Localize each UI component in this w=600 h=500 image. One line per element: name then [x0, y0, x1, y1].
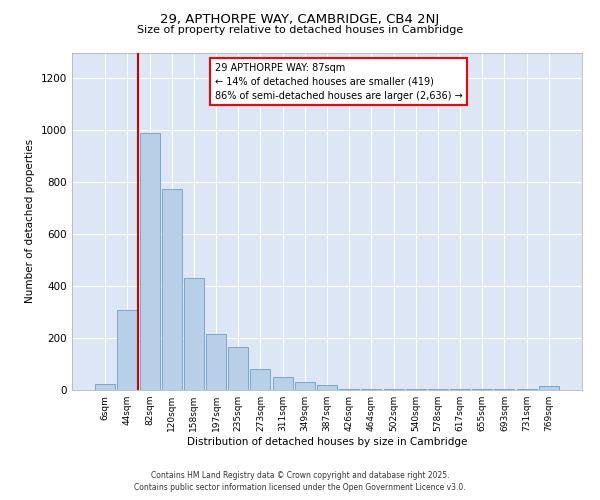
Bar: [428, 388, 448, 390]
X-axis label: Distribution of detached houses by size in Cambridge: Distribution of detached houses by size …: [187, 437, 467, 447]
Text: 29, APTHORPE WAY, CAMBRIDGE, CB4 2NJ: 29, APTHORPE WAY, CAMBRIDGE, CB4 2NJ: [160, 12, 440, 26]
Bar: [450, 388, 470, 390]
Bar: [539, 386, 559, 390]
Bar: [339, 388, 359, 390]
Text: Contains HM Land Registry data © Crown copyright and database right 2025.
Contai: Contains HM Land Registry data © Crown c…: [134, 471, 466, 492]
Bar: [95, 384, 115, 390]
Bar: [406, 388, 426, 390]
Bar: [317, 386, 337, 390]
Bar: [184, 278, 204, 390]
Text: 29 APTHORPE WAY: 87sqm
← 14% of detached houses are smaller (419)
86% of semi-de: 29 APTHORPE WAY: 87sqm ← 14% of detached…: [215, 62, 463, 100]
Bar: [140, 133, 160, 390]
Bar: [361, 388, 382, 390]
Bar: [494, 388, 514, 390]
Bar: [206, 334, 226, 390]
Bar: [228, 347, 248, 390]
Bar: [250, 369, 271, 390]
Bar: [472, 388, 492, 390]
Bar: [118, 310, 137, 390]
Y-axis label: Number of detached properties: Number of detached properties: [25, 139, 35, 304]
Bar: [383, 388, 404, 390]
Bar: [517, 388, 536, 390]
Bar: [295, 382, 315, 390]
Text: Size of property relative to detached houses in Cambridge: Size of property relative to detached ho…: [137, 25, 463, 35]
Bar: [272, 377, 293, 390]
Bar: [162, 189, 182, 390]
